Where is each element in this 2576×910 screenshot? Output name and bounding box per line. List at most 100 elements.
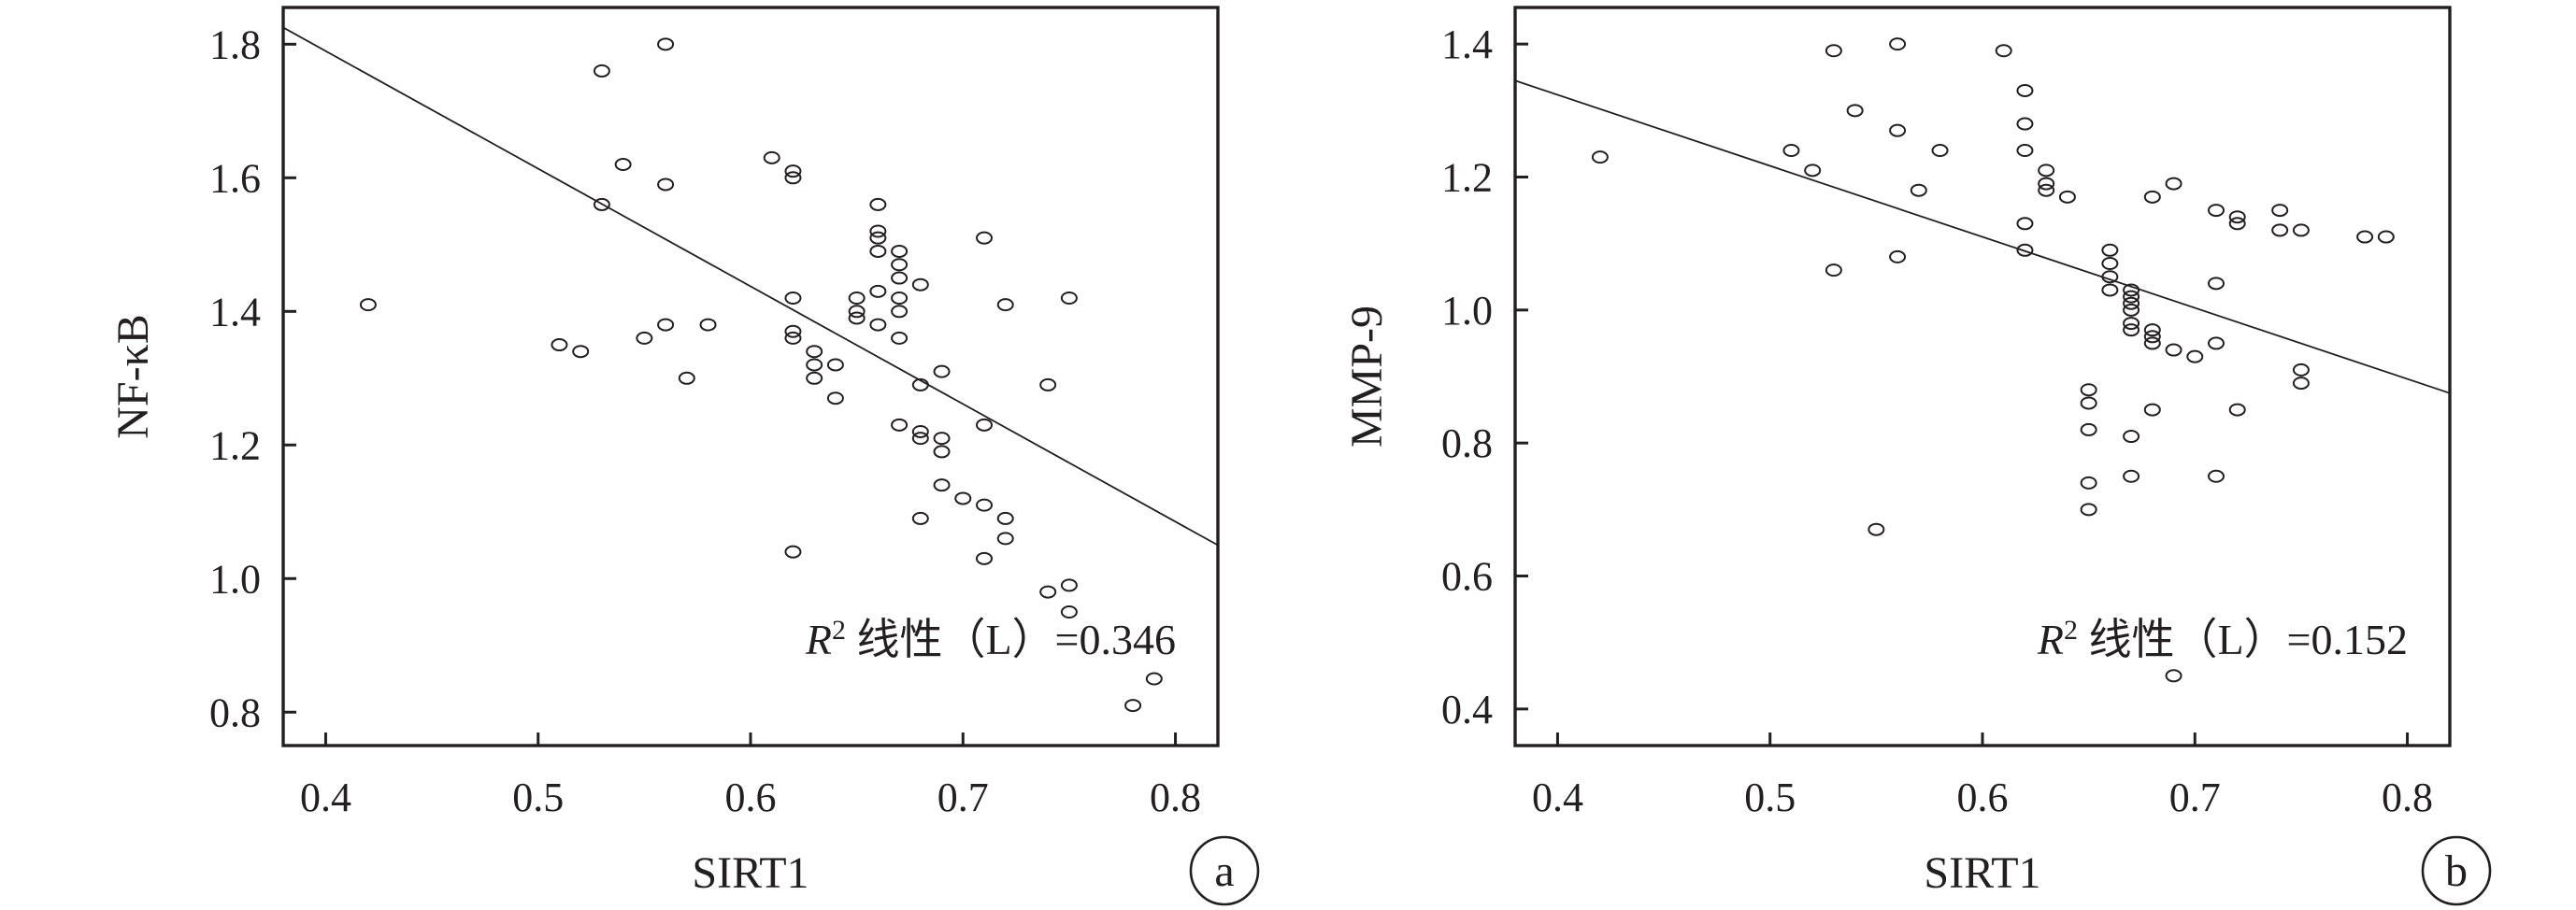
x-tick-label: 0.5 [512, 775, 564, 820]
data-point [2123, 323, 2140, 337]
data-point [2080, 476, 2097, 490]
x-tick-label: 0.4 [1532, 775, 1583, 820]
data-point [826, 358, 844, 372]
data-point [2208, 277, 2225, 291]
data-point [763, 150, 780, 164]
data-point [911, 424, 929, 438]
y-axis-label: MMP-9 [1342, 306, 1392, 448]
data-point [2016, 83, 2034, 97]
x-axis-label: SIRT1 [1924, 848, 2040, 898]
data-point [2080, 422, 2097, 436]
data-point [2228, 210, 2246, 224]
data-point [784, 171, 802, 185]
data-point [933, 364, 951, 378]
data-point [1825, 44, 1842, 58]
y-tick-label: 1.2 [1441, 154, 1493, 200]
data-point [2143, 330, 2161, 344]
y-tick-label: 1.0 [209, 556, 261, 602]
y-axis-ticks: 0.8 1.0 1.2 1.4 1.6 1.8 [209, 21, 296, 735]
data-point [806, 358, 823, 372]
data-point [996, 511, 1014, 525]
panel-label-badge [1189, 835, 1260, 906]
data-point [2143, 403, 2161, 417]
r-squared-annotation: R2 线性（L）=0.152 [2037, 615, 2408, 663]
x-axis-label: SIRT1 [692, 848, 809, 898]
data-point [2101, 243, 2119, 257]
data-point [2165, 177, 2182, 191]
data-point [572, 345, 590, 359]
x-axis-ticks: 0.4 0.5 0.6 0.7 0.8 [300, 732, 1201, 820]
data-point [678, 371, 695, 385]
data-point [2101, 270, 2119, 284]
data-point [1145, 672, 1163, 686]
panel-b: 0.4 0.5 0.6 0.7 0.8 0.4 0.6 0.8 1.0 1.2 1.4 R2 线性… [1342, 6, 2492, 906]
panel-label: a [1214, 846, 1234, 896]
data-point [2271, 223, 2289, 237]
data-point [1889, 249, 1907, 263]
data-point [1910, 183, 1927, 197]
y-axis-ticks: 0.4 0.6 0.8 1.0 1.2 1.4 [1441, 21, 1528, 732]
data-point [1825, 263, 1842, 277]
data-point [2143, 323, 2161, 337]
data-point [1039, 377, 1057, 391]
y-tick-label: 1.4 [209, 289, 261, 334]
data-point [2292, 377, 2310, 391]
y-tick-label: 1.4 [1441, 21, 1493, 67]
data-point [891, 258, 909, 272]
data-point [2101, 257, 2119, 271]
data-point [2165, 669, 2182, 683]
data-point [2016, 243, 2034, 257]
data-point [1889, 123, 1907, 137]
data-point [2208, 469, 2225, 483]
data-point [2016, 117, 2034, 131]
data-point [657, 318, 675, 332]
data-point [657, 178, 675, 192]
data-point [2377, 230, 2395, 244]
data-point [848, 291, 866, 305]
data-point [933, 445, 951, 459]
panel-a: 0.4 0.5 0.6 0.7 0.8 0.8 1.0 1.2 1.4 1.6 1.8 R2 线性… [108, 6, 1260, 906]
regression-line [282, 26, 1219, 547]
data-point [2143, 336, 2161, 350]
data-point [1782, 144, 1800, 158]
data-point [2123, 290, 2140, 304]
data-point [2186, 349, 2204, 363]
data-point [2356, 230, 2374, 244]
data-point [2016, 217, 2034, 231]
data-point [848, 305, 866, 319]
data-point [614, 158, 632, 172]
data-point [891, 244, 909, 258]
data-point [869, 244, 887, 258]
data-point [911, 377, 929, 391]
data-point [593, 64, 610, 78]
data-point [784, 545, 802, 559]
data-point [891, 331, 909, 345]
panel-label: b [2445, 846, 2468, 896]
data-point [1804, 164, 1822, 178]
x-tick-label: 0.8 [2382, 775, 2433, 820]
data-point [869, 231, 887, 245]
data-point [699, 318, 717, 332]
data-point [1124, 699, 1142, 713]
data-point [891, 271, 909, 285]
data-point [911, 511, 929, 525]
data-point [1846, 104, 1864, 118]
data-point [593, 197, 610, 211]
data-point [976, 231, 993, 245]
data-point [1995, 44, 2012, 58]
data-point [784, 164, 802, 178]
data-point [636, 331, 653, 345]
data-point [359, 298, 377, 312]
panel-label-badge [2421, 835, 2492, 906]
data-point [911, 277, 929, 291]
x-tick-label: 0.7 [937, 775, 989, 820]
data-point [1060, 605, 1078, 619]
data-point [996, 298, 1014, 312]
data-point [806, 345, 823, 359]
data-point [2292, 223, 2310, 237]
data-point [933, 432, 951, 446]
data-point [784, 324, 802, 338]
regression-line [1514, 79, 2451, 394]
data-point [976, 551, 993, 565]
x-tick-label: 0.6 [725, 775, 777, 820]
